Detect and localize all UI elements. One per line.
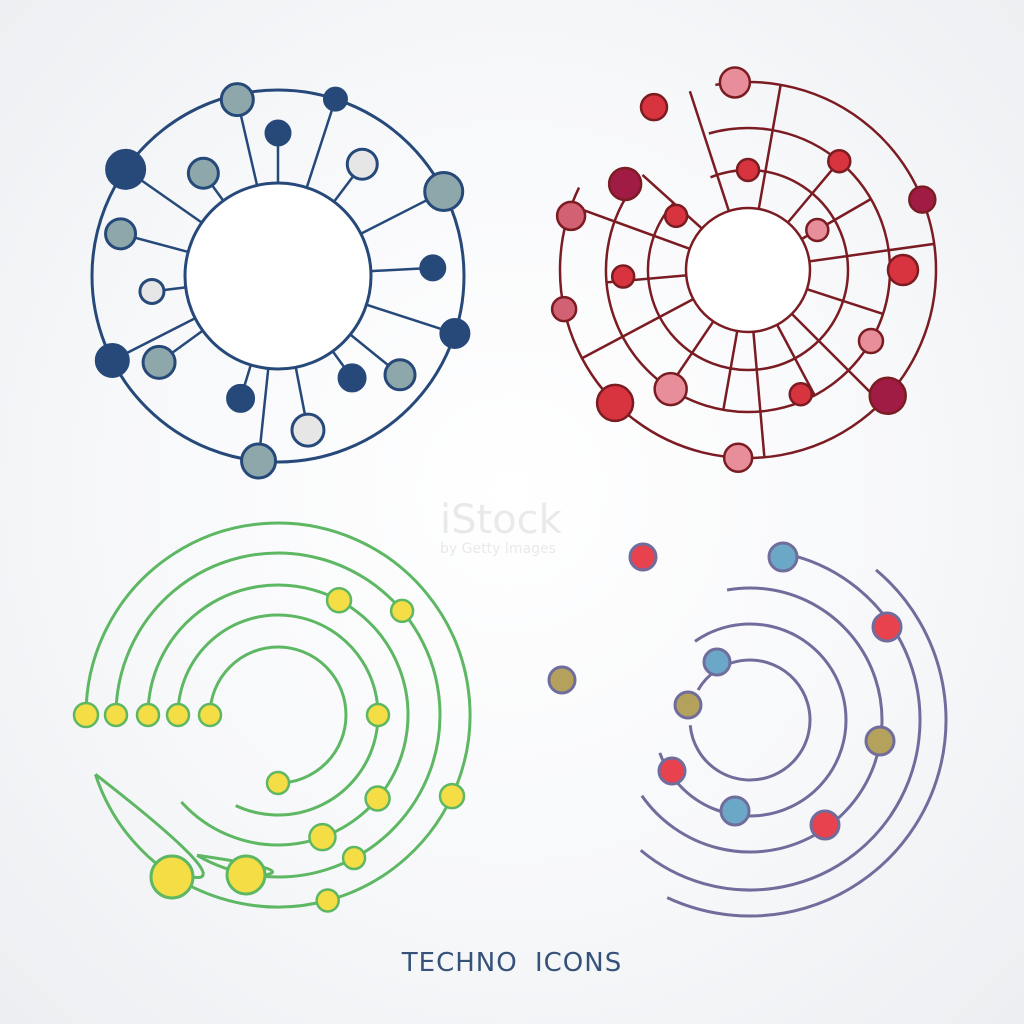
node-dot <box>290 412 326 448</box>
node-dot <box>718 66 752 99</box>
node-dot <box>809 809 841 841</box>
arc-start-dot <box>72 701 100 729</box>
spoke <box>581 298 694 360</box>
nested-arcs-icon <box>72 521 472 913</box>
spoke <box>757 84 782 210</box>
arc-dot <box>341 845 367 871</box>
spoke <box>809 242 935 263</box>
arc <box>114 551 442 879</box>
arc-dot <box>308 822 337 852</box>
arc-start-dot <box>165 702 191 728</box>
spoke <box>806 287 884 316</box>
node-dot <box>864 725 896 757</box>
node-dot <box>94 342 130 378</box>
node-dot <box>226 383 256 413</box>
node-dot <box>186 156 220 190</box>
inner-ring <box>684 206 812 334</box>
spoke <box>305 98 337 188</box>
arc-dot <box>325 586 353 614</box>
spoke <box>790 312 882 404</box>
ring-arc <box>658 622 848 818</box>
node-dot <box>673 690 703 720</box>
node-dot <box>264 119 292 147</box>
spiral-rings-icon <box>547 541 948 918</box>
node-dot <box>657 756 687 786</box>
arc-start-dot <box>135 702 161 728</box>
node-dot <box>628 542 658 572</box>
spoke <box>776 324 816 396</box>
spoke <box>688 90 731 212</box>
spoke <box>641 174 703 230</box>
node-dot <box>550 295 578 323</box>
ring-arc <box>639 554 922 892</box>
node-dot <box>871 611 903 643</box>
arc-start-dot <box>103 702 129 728</box>
big-dot <box>225 854 267 896</box>
arc <box>176 613 380 817</box>
spoke <box>722 330 739 411</box>
arc-dot <box>438 782 466 810</box>
node-dot <box>337 363 367 393</box>
arc-dot <box>364 785 391 812</box>
spoke <box>752 331 766 458</box>
arc <box>146 583 410 847</box>
node-dot <box>663 203 689 229</box>
node-dot <box>141 344 177 380</box>
ring-arc <box>558 80 938 460</box>
node-dot <box>719 795 751 827</box>
node-dot <box>345 147 379 181</box>
caption: TECHNO ICONS <box>401 948 623 978</box>
node-dot <box>138 277 166 305</box>
node-dot <box>868 376 907 416</box>
arc <box>84 521 472 909</box>
node-dot <box>722 442 754 473</box>
node-dot <box>555 200 587 232</box>
node-dot <box>653 371 688 407</box>
big-dot <box>149 854 195 900</box>
tail-arc <box>94 773 205 880</box>
node-dot <box>419 254 447 282</box>
ring-arc <box>688 658 812 782</box>
arc-start-dot <box>197 702 223 728</box>
node-dot <box>219 82 255 118</box>
arc-dot <box>315 888 340 913</box>
node-dot <box>788 382 813 407</box>
ring-arc <box>604 126 892 414</box>
node-dot <box>104 217 138 251</box>
ring-arc <box>666 568 948 918</box>
node-dot <box>827 148 852 174</box>
node-dot <box>547 665 577 695</box>
node-dot <box>595 383 635 423</box>
node-dot <box>639 92 669 122</box>
node-dot <box>610 264 636 289</box>
radial-network-icon <box>90 82 471 480</box>
node-dot <box>439 317 471 349</box>
node-dot <box>735 157 761 183</box>
node-dot <box>383 358 417 392</box>
ring-arc <box>646 168 850 372</box>
inner-ring <box>183 181 373 371</box>
spoke <box>570 204 691 250</box>
node-dot <box>857 327 885 355</box>
arc-dot <box>365 702 391 728</box>
arc-end-dot <box>265 770 291 796</box>
ring-arc <box>640 586 884 854</box>
outer-ring <box>90 88 466 464</box>
node-dot <box>767 541 799 573</box>
arc-dot <box>389 598 415 624</box>
node-dot <box>105 148 147 190</box>
node-dot <box>886 253 920 287</box>
node-dot <box>423 171 465 213</box>
node-dot <box>322 86 348 112</box>
node-dot <box>908 185 937 214</box>
node-dot <box>805 217 830 243</box>
spoke <box>786 160 841 224</box>
arc <box>208 645 348 785</box>
circuit-rings-icon <box>550 66 938 473</box>
node-dot <box>702 647 732 677</box>
node-dot <box>607 166 643 202</box>
node-dot <box>240 442 278 480</box>
